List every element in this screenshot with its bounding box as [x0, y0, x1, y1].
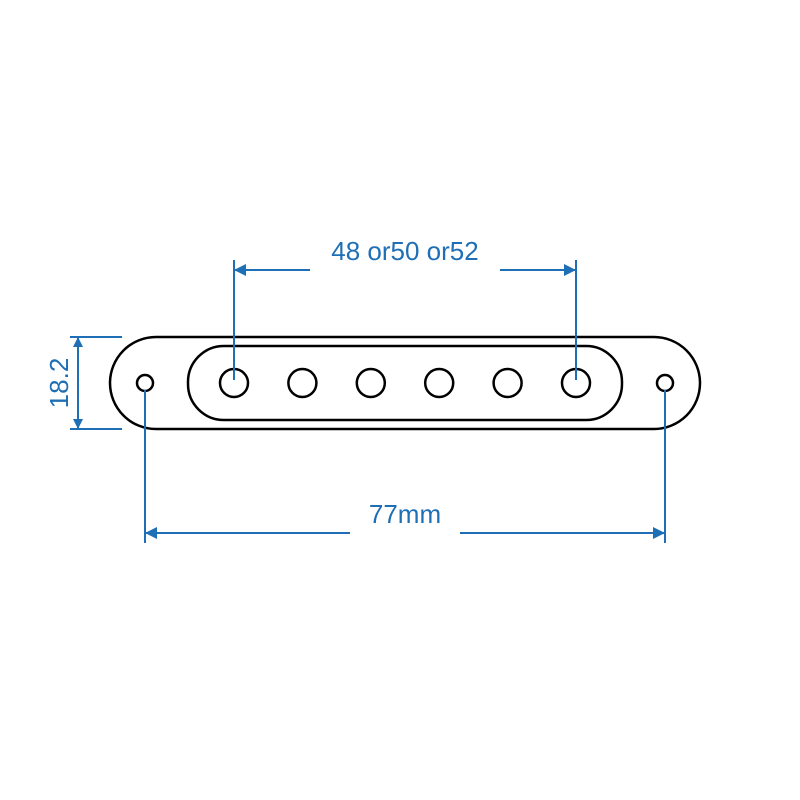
technical-drawing: 48 or50 or52 77mm 18.2	[0, 0, 800, 800]
mount-hole	[657, 375, 673, 391]
pole-piece	[425, 369, 453, 397]
pickup-body-outline	[110, 337, 700, 429]
mount-span-label: 77mm	[369, 499, 441, 529]
pole-span-label: 48 or50 or52	[331, 236, 478, 266]
height-label: 18.2	[44, 358, 74, 409]
pole-piece	[357, 369, 385, 397]
pole-piece	[494, 369, 522, 397]
pole-piece	[288, 369, 316, 397]
pickup-inner-outline	[188, 346, 622, 420]
mount-hole	[137, 375, 153, 391]
